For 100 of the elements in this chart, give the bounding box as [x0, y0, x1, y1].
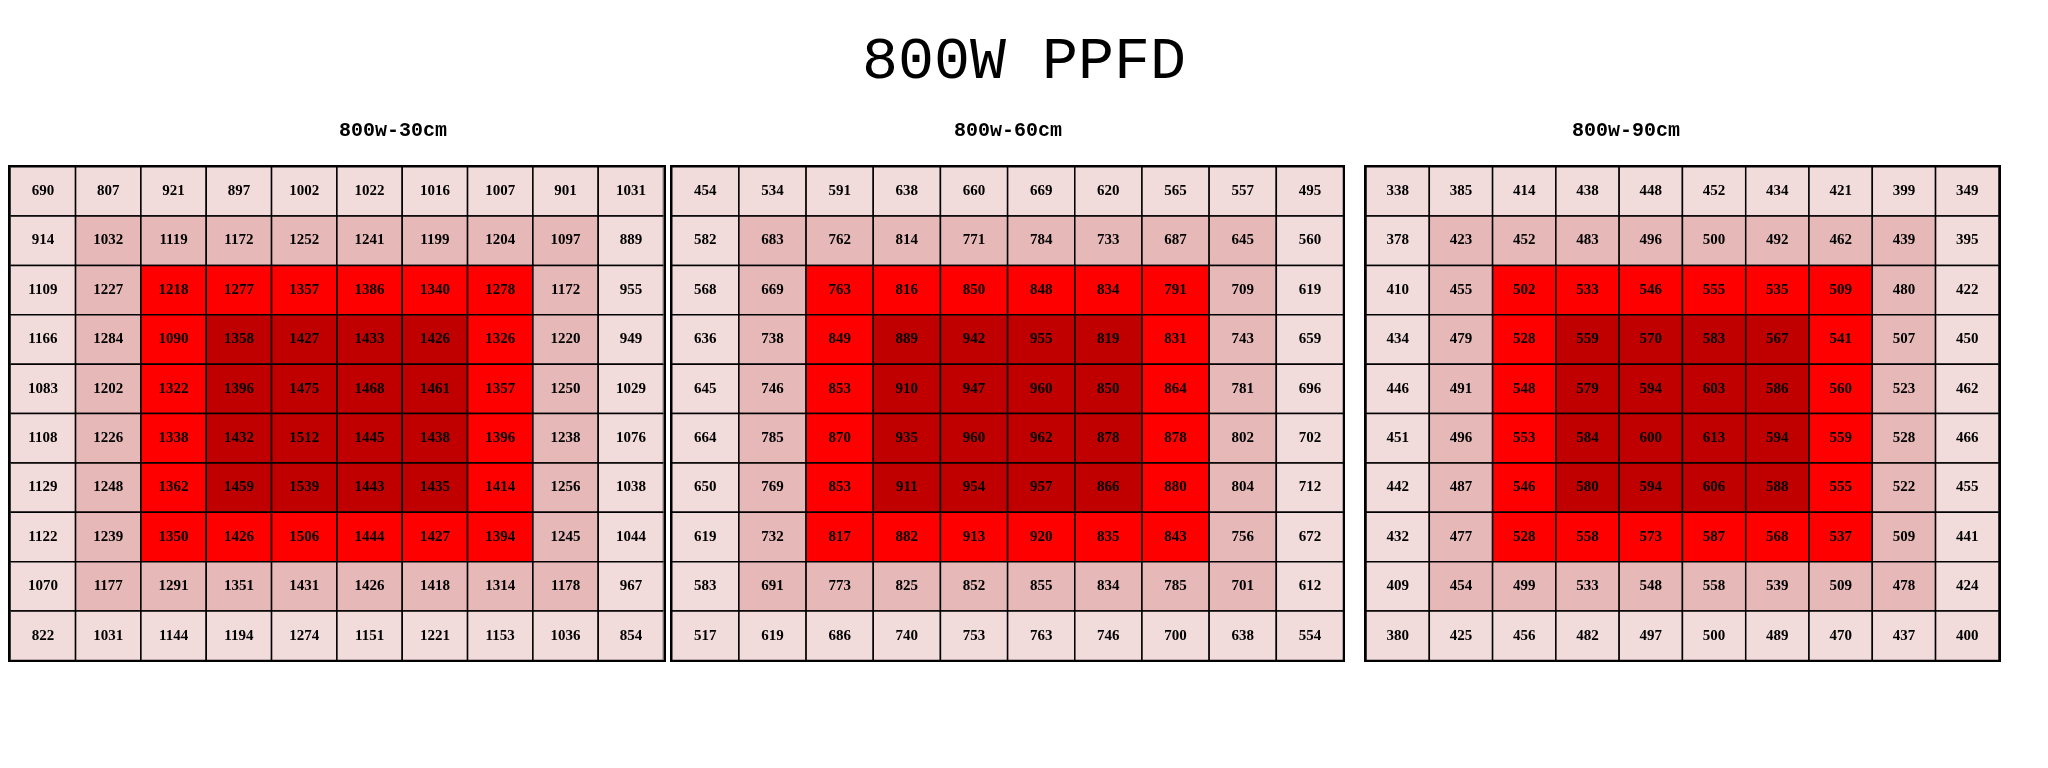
data-label: 638: [895, 182, 919, 199]
data-label: 1076: [615, 429, 647, 446]
data-label: 1178: [550, 577, 581, 594]
data-label: 1218: [158, 280, 189, 297]
data-label: 962: [1029, 429, 1053, 446]
data-label: 425: [1449, 626, 1473, 643]
data-label: 1016: [419, 182, 451, 199]
data-label: 669: [1029, 182, 1053, 199]
data-label: 477: [1449, 527, 1473, 544]
data-label: 583: [694, 577, 717, 594]
data-label: 567: [1766, 330, 1790, 347]
data-label: 414: [1512, 182, 1536, 199]
data-label: 1038: [615, 478, 646, 495]
data-label: 791: [1164, 280, 1187, 297]
data-label: 451: [1386, 429, 1409, 446]
data-label: 439: [1892, 231, 1916, 248]
data-label: 1032: [93, 231, 124, 248]
data-label: 746: [761, 379, 785, 396]
data-label: 489: [1766, 626, 1789, 643]
data-label: 878: [1164, 429, 1187, 446]
data-label: 533: [1576, 577, 1599, 594]
data-label: 1444: [354, 527, 386, 544]
data-label: 1468: [354, 379, 385, 396]
data-label: 1031: [93, 626, 124, 643]
data-label: 594: [1639, 478, 1663, 495]
data-label: 482: [1576, 626, 1599, 643]
data-label: 763: [828, 280, 851, 297]
data-label: 769: [761, 478, 784, 495]
data-label: 479: [1449, 330, 1473, 347]
data-label: 1396: [223, 379, 255, 396]
data-label: 1274: [289, 626, 320, 643]
data-label: 636: [694, 330, 718, 347]
data-label: 1362: [158, 478, 189, 495]
data-label: 555: [1829, 478, 1852, 495]
data-label: 1284: [93, 330, 124, 347]
data-label: 400: [1955, 626, 1979, 643]
data-label: 452: [1702, 182, 1726, 199]
data-label: 619: [761, 626, 784, 643]
data-label: 1250: [550, 379, 581, 396]
data-label: 843: [1164, 527, 1187, 544]
data-label: 522: [1892, 478, 1916, 495]
data-label: 1129: [28, 478, 58, 495]
data-label: 1539: [289, 478, 320, 495]
data-label: 1151: [354, 626, 385, 643]
data-label: 1506: [289, 527, 320, 544]
data-label: 785: [1164, 577, 1187, 594]
data-label: 687: [1164, 231, 1188, 248]
data-label: 528: [1892, 429, 1916, 446]
data-label: 570: [1639, 330, 1663, 347]
data-label: 558: [1702, 577, 1726, 594]
data-label: 582: [694, 231, 717, 248]
data-label: 955: [1029, 330, 1053, 347]
data-label: 1119: [159, 231, 188, 248]
data-label: 456: [1512, 626, 1536, 643]
data-label: 1202: [93, 379, 124, 396]
data-label: 587: [1702, 527, 1726, 544]
data-label: 1426: [419, 330, 451, 347]
data-label: 555: [1702, 280, 1726, 297]
data-label: 784: [1029, 231, 1053, 248]
data-label: 1438: [419, 429, 450, 446]
data-label: 1239: [93, 527, 124, 544]
data-label: 701: [1231, 577, 1254, 594]
data-label: 1109: [28, 280, 58, 297]
data-label: 1252: [289, 231, 320, 248]
data-label: 424: [1955, 577, 1979, 594]
data-label: 1204: [485, 231, 516, 248]
data-label: 1314: [485, 577, 516, 594]
data-label: 410: [1386, 280, 1409, 297]
data-label: 702: [1298, 429, 1322, 446]
data-label: 620: [1097, 182, 1120, 199]
data-label: 835: [1097, 527, 1120, 544]
data-label: 921: [162, 182, 185, 199]
data-label: 878: [1097, 429, 1120, 446]
data-label: 935: [895, 429, 919, 446]
data-label: 1340: [419, 280, 450, 297]
data-label: 434: [1766, 182, 1790, 199]
data-label: 603: [1702, 379, 1726, 396]
data-label: 686: [828, 626, 852, 643]
data-label: 1194: [224, 626, 254, 643]
data-label: 1396: [485, 429, 516, 446]
data-label: 650: [694, 478, 717, 495]
data-label: 1291: [158, 577, 189, 594]
data-label: 450: [1955, 330, 1979, 347]
data-label: 1221: [419, 626, 450, 643]
data-label: 1220: [550, 330, 581, 347]
data-label: 834: [1097, 577, 1121, 594]
data-label: 533: [1576, 280, 1599, 297]
data-label: 683: [761, 231, 784, 248]
data-label: 580: [1576, 478, 1599, 495]
data-label: 606: [1702, 478, 1726, 495]
data-label: 452: [1512, 231, 1536, 248]
data-label: 548: [1639, 577, 1663, 594]
data-label: 664: [694, 429, 718, 446]
data-label: 638: [1231, 626, 1254, 643]
data-label: 753: [962, 626, 986, 643]
data-label: 600: [1639, 429, 1663, 446]
data-label: 733: [1097, 231, 1120, 248]
data-label: 1153: [485, 626, 515, 643]
data-label: 534: [761, 182, 785, 199]
data-label: 491: [1449, 379, 1473, 396]
